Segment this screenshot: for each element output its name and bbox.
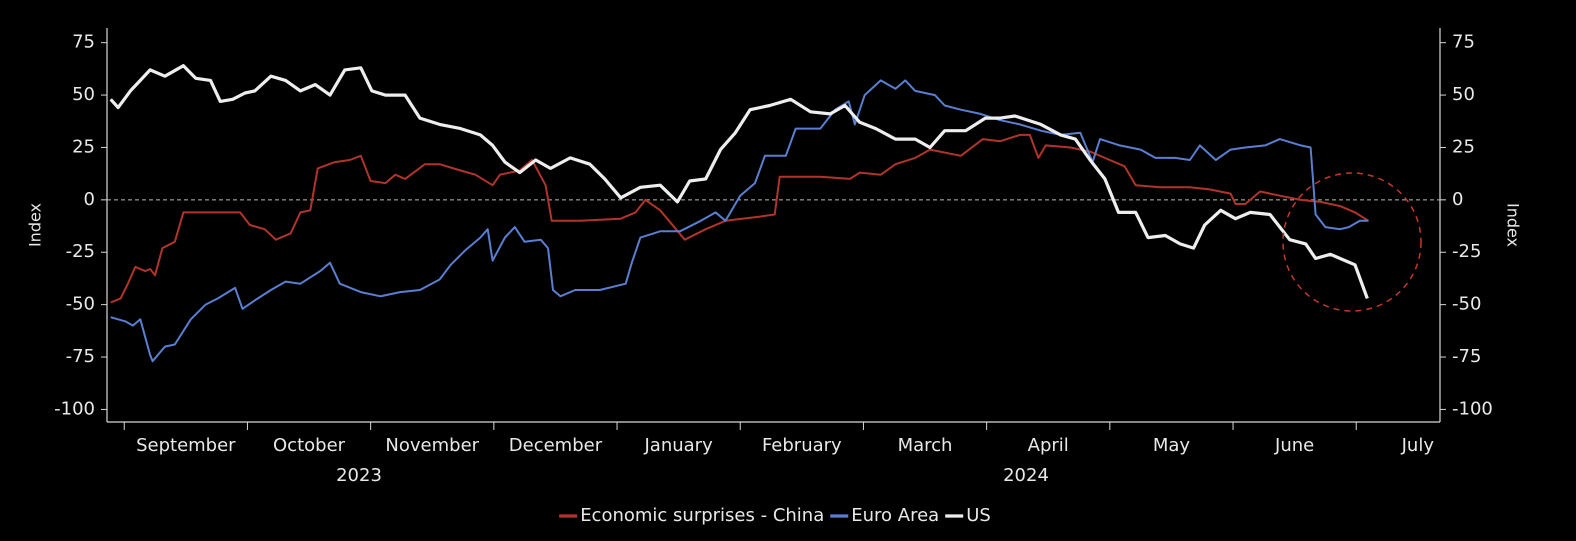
- y-tick-label: -75: [66, 346, 95, 367]
- legend: Economic surprises - China Euro Area US: [559, 505, 991, 526]
- series-line: [110, 79, 1369, 363]
- x-tick-label: October: [273, 435, 346, 456]
- year-label: 2024: [1003, 465, 1049, 486]
- y2-axis-title: Index: [1504, 203, 1523, 247]
- y-tick-label: 50: [72, 84, 95, 105]
- y2-tick-label: 50: [1452, 84, 1475, 105]
- x-tick-label: March: [898, 435, 953, 456]
- legend-item: Economic surprises - China: [559, 505, 824, 526]
- y2-tick-label: 25: [1452, 136, 1475, 157]
- x-tick-label: January: [644, 435, 714, 456]
- y-tick-label: 25: [72, 136, 95, 157]
- y2-tick-label: 0: [1452, 189, 1463, 210]
- legend-item: US: [945, 505, 991, 526]
- highlight-circle: [1282, 172, 1422, 312]
- y2-tick-label: -100: [1452, 398, 1493, 419]
- y2-tick-label: -50: [1452, 294, 1481, 315]
- legend-item: Euro Area: [830, 505, 939, 526]
- plot-area: [107, 64, 1440, 363]
- series-line: [109, 64, 1369, 299]
- y-tick-label: 75: [72, 32, 95, 53]
- series-line: [110, 133, 1370, 304]
- y2-tick-label: 75: [1452, 32, 1475, 53]
- x-tick-label: February: [762, 435, 842, 456]
- y-tick-label: -25: [66, 241, 95, 262]
- y2-tick-label: -75: [1452, 346, 1481, 367]
- y-axis-title: Index: [26, 203, 45, 247]
- legend-label: Economic surprises - China: [580, 505, 824, 526]
- x-tick-label: November: [385, 435, 479, 456]
- x-tick-label: July: [1401, 435, 1435, 456]
- x-tick-label: September: [136, 435, 236, 456]
- x-tick-label: June: [1274, 435, 1314, 456]
- y-tick-label: -50: [66, 294, 95, 315]
- year-label: 2023: [336, 465, 382, 486]
- legend-label: US: [966, 505, 991, 526]
- x-tick-label: December: [509, 435, 603, 456]
- x-tick-label: May: [1153, 435, 1191, 456]
- y-tick-label: 0: [84, 189, 95, 210]
- y-tick-label: -100: [54, 398, 95, 419]
- y2-tick-label: -25: [1452, 241, 1481, 262]
- legend-label: Euro Area: [851, 505, 939, 526]
- x-tick-label: April: [1028, 435, 1069, 456]
